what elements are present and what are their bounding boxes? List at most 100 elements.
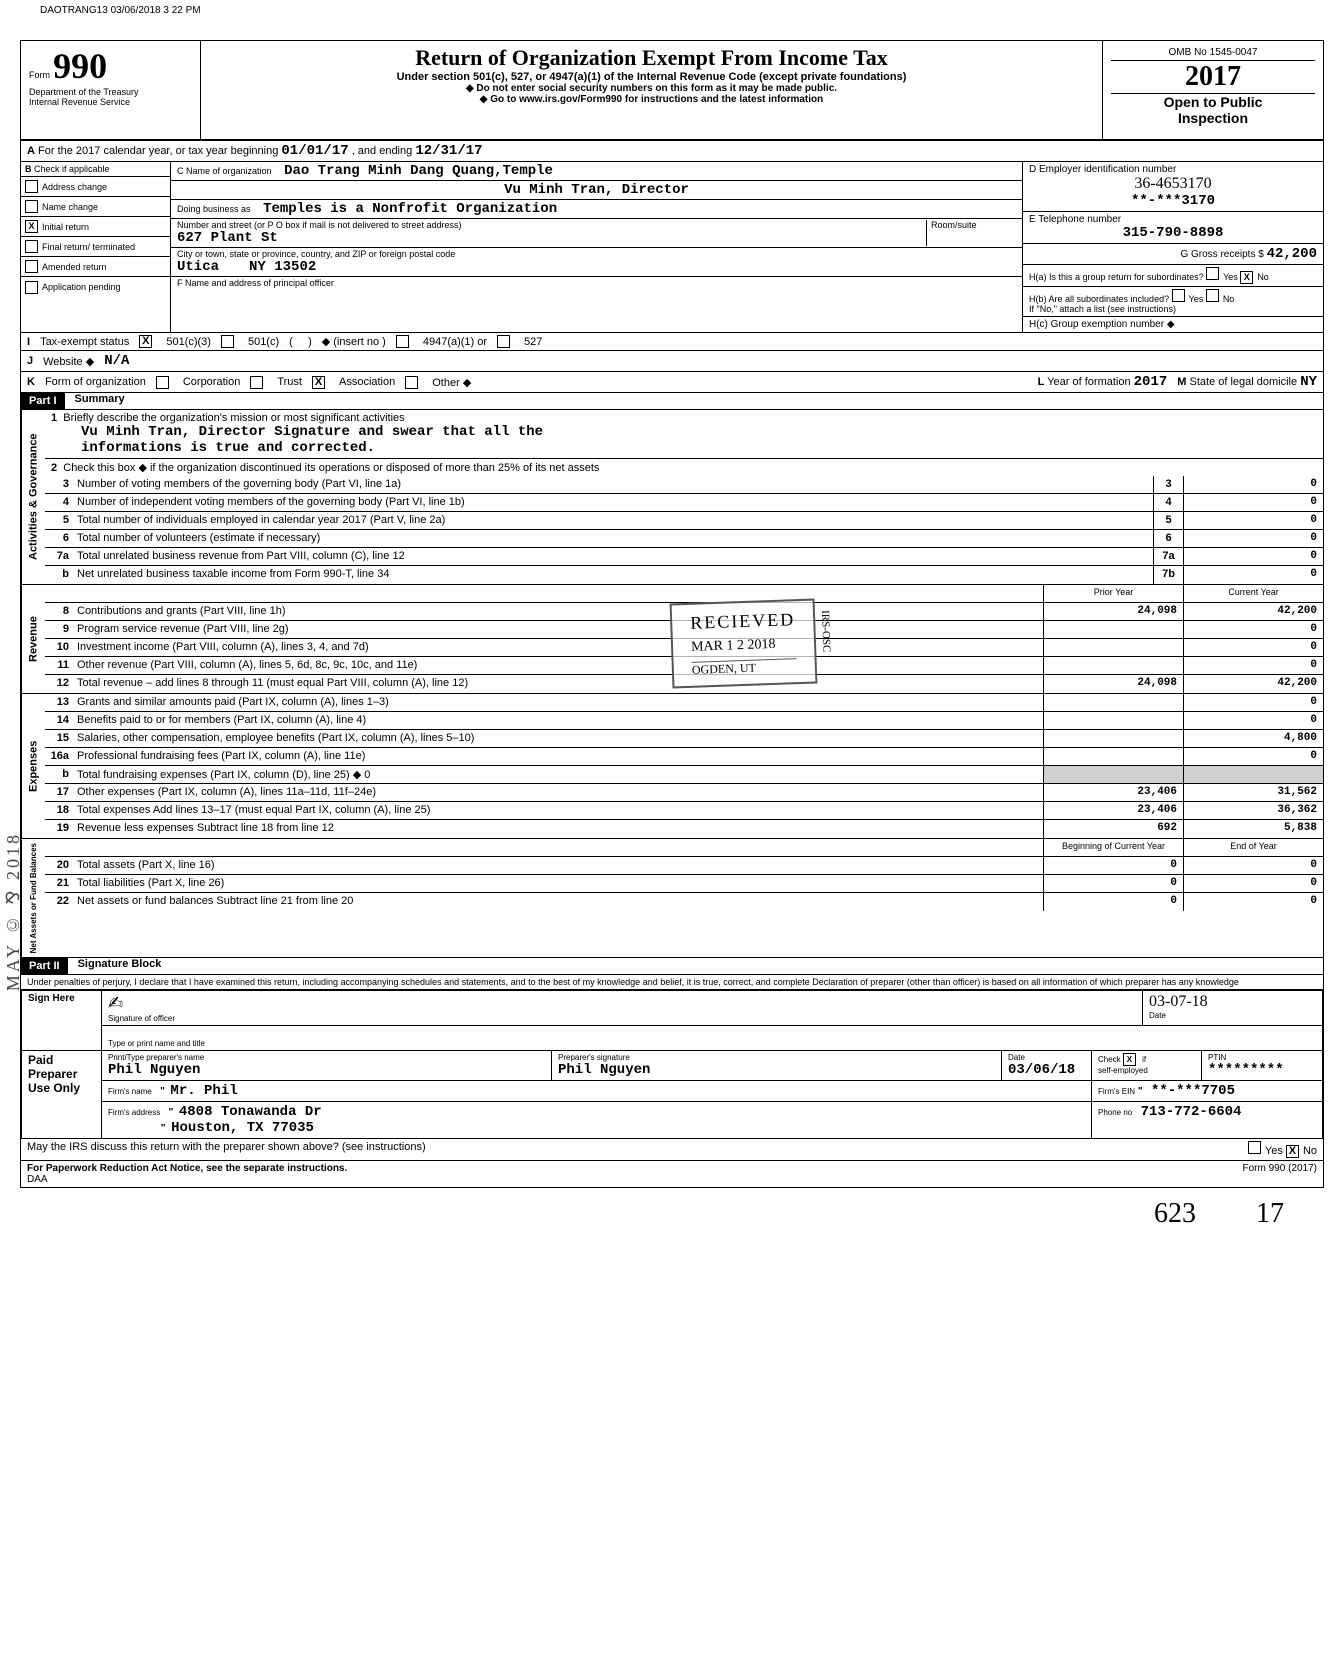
check-label-1: Name change [42,202,98,212]
ha-no-label: No [1257,272,1269,282]
label-b-sub: Check if applicable [34,164,110,174]
part-2-header: Part II [21,958,68,974]
net-line-22: 22Net assets or fund balances Subtract l… [45,893,1323,911]
insert-no: ◆ (insert no ) [322,335,386,348]
url-info: Go to www.irs.gov/Form990 for instructio… [209,94,1094,105]
firm-addr-label: Firm's address [108,1108,160,1117]
type-name-label: Type or print name and title [108,1039,1316,1048]
firm-phone-label: Phone no [1098,1108,1132,1117]
firm-name: Mr. Phil [170,1083,237,1099]
ha-yes-label: Yes [1223,272,1238,282]
check-label-4: Amended return [42,262,107,272]
ein-masked: **-***3170 [1029,193,1317,209]
527-checkbox[interactable] [497,335,510,348]
label-h-a: H(a) Is this a group return for subordin… [1029,272,1204,282]
label-a: A [27,145,35,157]
hb-yes-checkbox[interactable] [1172,289,1185,302]
hb-no-checkbox[interactable] [1206,289,1219,302]
check-label: Check [1098,1055,1121,1064]
omb-number: OMB No 1545-0047 [1111,45,1315,61]
form-subtitle: Under section 501(c), 527, or 4947(a)(1)… [209,71,1094,83]
expenses-vlabel: Expenses [21,694,45,838]
room-label: Room/suite [926,220,1016,246]
row-k: K Form of organization Corporation Trust… [21,372,1323,393]
discuss-no-label: No [1303,1145,1317,1157]
netassets-section: Net Assets or Fund Balances Beginning of… [21,839,1323,958]
daa-label: DAA [27,1174,48,1185]
assoc-checkbox[interactable]: X [312,376,325,389]
gross-receipts: 42,200 [1267,246,1317,262]
net-line-21: 21Total liabilities (Part X, line 26)00 [45,875,1323,893]
ha-no-checkbox[interactable]: X [1240,271,1253,284]
rev-line-10: 10Investment income (Part VIII, column (… [45,639,1323,657]
org-name: Dao Trang Minh Dang Quang,Temple [284,163,553,179]
form-title: Return of Organization Exempt From Incom… [209,45,1094,71]
street-value: 627 Plant St [177,230,926,246]
street-label: Number and street (or P O box if mail is… [177,220,926,230]
row-a: A For the 2017 calendar year, or tax yea… [21,141,1323,162]
rev-exp-headers: Revenue Prior Year Current Year 8Contrib… [21,585,1323,694]
discuss-no-checkbox[interactable]: X [1286,1145,1299,1158]
tax-year-begin: 01/01/17 [281,143,348,159]
label-g: G Gross receipts $ [1180,249,1263,260]
label-h-b: H(b) Are all subordinates included? [1029,294,1169,304]
label-h-c: H(c) Group exemption number ◆ [1023,317,1323,332]
self-emp-checkbox[interactable]: X [1123,1053,1136,1066]
exp-line-13: 13Grants and similar amounts paid (Part … [45,694,1323,712]
dba-value: Temples is a Nonfrofit Organization [263,201,557,217]
check-row-3: Final return/ terminated [21,237,170,257]
other-checkbox[interactable] [405,376,418,389]
firm-addr-2: Houston, TX 77035 [171,1120,314,1136]
row-k-desc: Form of organization [45,376,146,388]
prior-year-header: Prior Year [1043,585,1183,602]
trust-label: Trust [277,376,302,388]
label-h-note: If "No," attach a list (see instructions… [1029,304,1317,314]
line-2-label: Check this box ◆ if the organization dis… [63,462,599,474]
discuss-yes-checkbox[interactable] [1248,1141,1261,1154]
hw-b: 17 [1256,1198,1284,1230]
firm-name-label: Firm's name [108,1087,152,1096]
checkbox-3[interactable] [25,240,38,253]
gov-line-7a: 7aTotal unrelated business revenue from … [45,548,1323,566]
prep-date-label: Date [1008,1053,1085,1062]
pra-notice: For Paperwork Reduction Act Notice, see … [27,1163,347,1174]
rev-line-12: 12Total revenue – add lines 8 through 11… [45,675,1323,693]
section-b-grid: B Check if applicable Address changeName… [21,162,1323,333]
discuss-yes-label: Yes [1265,1145,1283,1157]
checkbox-2[interactable]: X [25,220,38,233]
prep-timestamp: DAOTRANG13 03/06/2018 3 22 PM [40,5,201,16]
website-value: N/A [104,353,129,369]
trust-checkbox[interactable] [250,376,263,389]
firm-ein: **-***7705 [1151,1083,1235,1099]
checkbox-0[interactable] [25,180,38,193]
state-domicile-value: NY [1300,374,1317,390]
exp-line-14: 14Benefits paid to or for members (Part … [45,712,1323,730]
check-label-2: Initial return [42,222,89,232]
501c3-checkbox[interactable]: X [139,335,152,348]
label-m: M [1177,376,1186,388]
501c-label: 501(c) [248,336,279,348]
4947-checkbox[interactable] [396,335,409,348]
ha-yes-checkbox[interactable] [1206,267,1219,280]
exp-line-15: 15Salaries, other compensation, employee… [45,730,1323,748]
sig-date-label: Date [1149,1011,1316,1020]
prep-sig: Phil Nguyen [558,1062,995,1078]
assoc-label: Association [339,376,395,388]
check-row-0: Address change [21,177,170,197]
label-c: C Name of organization [177,166,272,176]
firm-phone: 713-772-6604 [1141,1104,1242,1120]
checkbox-4[interactable] [25,260,38,273]
netassets-vlabel: Net Assets or Fund Balances [21,839,45,957]
rev-line-11: 11Other revenue (Part VIII, column (A), … [45,657,1323,675]
checkbox-1[interactable] [25,200,38,213]
state-domicile-label: State of legal domicile [1190,376,1298,388]
rev-line-8: 8Contributions and grants (Part VIII, li… [45,603,1323,621]
ptin-label: PTIN [1208,1053,1316,1062]
corp-checkbox[interactable] [156,376,169,389]
exp-line-b: bTotal fundraising expenses (Part IX, co… [45,766,1323,784]
501c-checkbox[interactable] [221,335,234,348]
dba-label: Doing business as [177,204,251,214]
checkbox-5[interactable] [25,281,38,294]
open-public-1: Open to Public [1111,94,1315,110]
part-2-title: Signature Block [68,958,162,974]
